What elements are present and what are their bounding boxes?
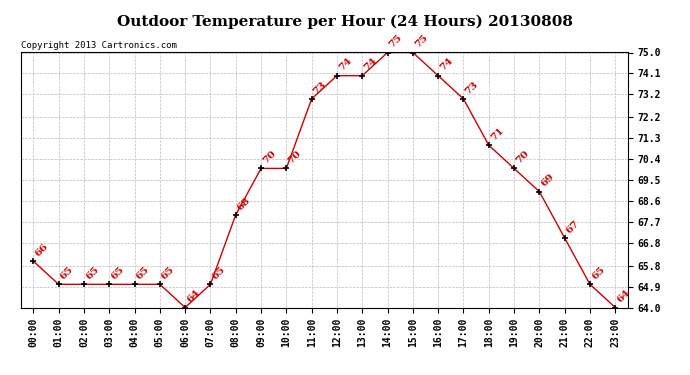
Text: 65: 65 [210, 265, 227, 282]
Text: Outdoor Temperature per Hour (24 Hours) 20130808: Outdoor Temperature per Hour (24 Hours) … [117, 15, 573, 29]
Text: 66: 66 [33, 242, 50, 258]
Text: Copyright 2013 Cartronics.com: Copyright 2013 Cartronics.com [21, 41, 177, 50]
Text: 74: 74 [362, 56, 379, 73]
Text: 75: 75 [413, 33, 429, 50]
Text: 65: 65 [109, 265, 126, 282]
Text: 70: 70 [261, 149, 277, 166]
Text: 65: 65 [84, 265, 101, 282]
Text: 75: 75 [388, 33, 404, 50]
Text: 65: 65 [590, 265, 607, 282]
Text: 74: 74 [337, 56, 353, 73]
Text: 65: 65 [59, 265, 75, 282]
Text: 73: 73 [464, 80, 480, 96]
Text: 65: 65 [135, 265, 151, 282]
Text: 69: 69 [540, 172, 556, 189]
Text: 65: 65 [160, 265, 177, 282]
Text: 68: 68 [236, 195, 253, 212]
Text: 71: 71 [489, 126, 505, 142]
Text: 74: 74 [438, 56, 455, 73]
Text: 70: 70 [514, 149, 531, 166]
Text: Temperature (°F): Temperature (°F) [540, 23, 640, 33]
Text: 64: 64 [185, 288, 201, 305]
Text: 64: 64 [615, 288, 632, 305]
Text: 70: 70 [286, 149, 303, 166]
Text: 73: 73 [312, 80, 328, 96]
Text: 67: 67 [564, 219, 581, 235]
